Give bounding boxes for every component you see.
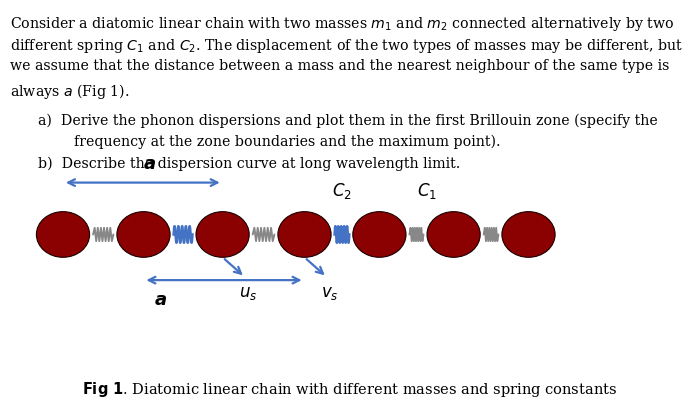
Text: $\boldsymbol{C_1}$: $\boldsymbol{C_1}$ <box>417 181 437 201</box>
Text: a)  Derive the phonon dispersions and plot them in the first Brillouin zone (spe: a) Derive the phonon dispersions and plo… <box>38 113 658 128</box>
Ellipse shape <box>353 212 406 257</box>
Text: $\boldsymbol{v_s}$: $\boldsymbol{v_s}$ <box>321 285 339 302</box>
Text: different spring $C_1$ and $C_2$. The displacement of the two types of masses ma: different spring $C_1$ and $C_2$. The di… <box>10 37 683 55</box>
Text: always $a$ (Fig 1).: always $a$ (Fig 1). <box>10 82 130 101</box>
Text: $\bf{Fig\ 1}$. Diatomic linear chain with different masses and spring constants: $\bf{Fig\ 1}$. Diatomic linear chain wit… <box>83 380 617 399</box>
Text: $\boldsymbol{a}$: $\boldsymbol{a}$ <box>155 290 167 308</box>
Text: $\boldsymbol{C_2}$: $\boldsymbol{C_2}$ <box>332 181 352 201</box>
Text: $\boldsymbol{u_s}$: $\boldsymbol{u_s}$ <box>239 285 257 302</box>
Text: we assume that the distance between a mass and the nearest neighbour of the same: we assume that the distance between a ma… <box>10 59 669 73</box>
Ellipse shape <box>502 212 555 257</box>
Text: frequency at the zone boundaries and the maximum point).: frequency at the zone boundaries and the… <box>74 134 500 149</box>
Ellipse shape <box>427 212 480 257</box>
Text: $\boldsymbol{a}$: $\boldsymbol{a}$ <box>144 156 156 173</box>
Ellipse shape <box>196 212 249 257</box>
Ellipse shape <box>36 212 90 257</box>
Ellipse shape <box>278 212 331 257</box>
Text: b)  Describe the dispersion curve at long wavelength limit.: b) Describe the dispersion curve at long… <box>38 156 461 171</box>
Ellipse shape <box>117 212 170 257</box>
Text: Consider a diatomic linear chain with two masses $m_1$ and $m_2$ connected alter: Consider a diatomic linear chain with tw… <box>10 15 674 32</box>
